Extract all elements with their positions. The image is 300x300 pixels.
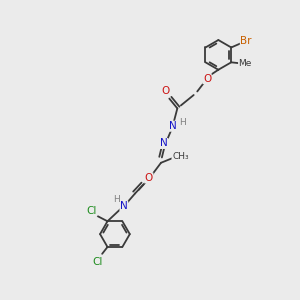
Text: Cl: Cl — [87, 206, 97, 216]
Text: Cl: Cl — [92, 257, 103, 267]
Text: CH₃: CH₃ — [172, 152, 189, 161]
Text: O: O — [203, 74, 211, 84]
Text: Me: Me — [238, 59, 252, 68]
Text: O: O — [161, 86, 169, 96]
Text: N: N — [160, 139, 168, 148]
Text: N: N — [169, 121, 177, 131]
Text: N: N — [120, 201, 128, 211]
Text: H: H — [179, 118, 186, 127]
Text: O: O — [145, 173, 153, 183]
Text: H: H — [113, 195, 120, 204]
Text: Br: Br — [240, 36, 252, 46]
